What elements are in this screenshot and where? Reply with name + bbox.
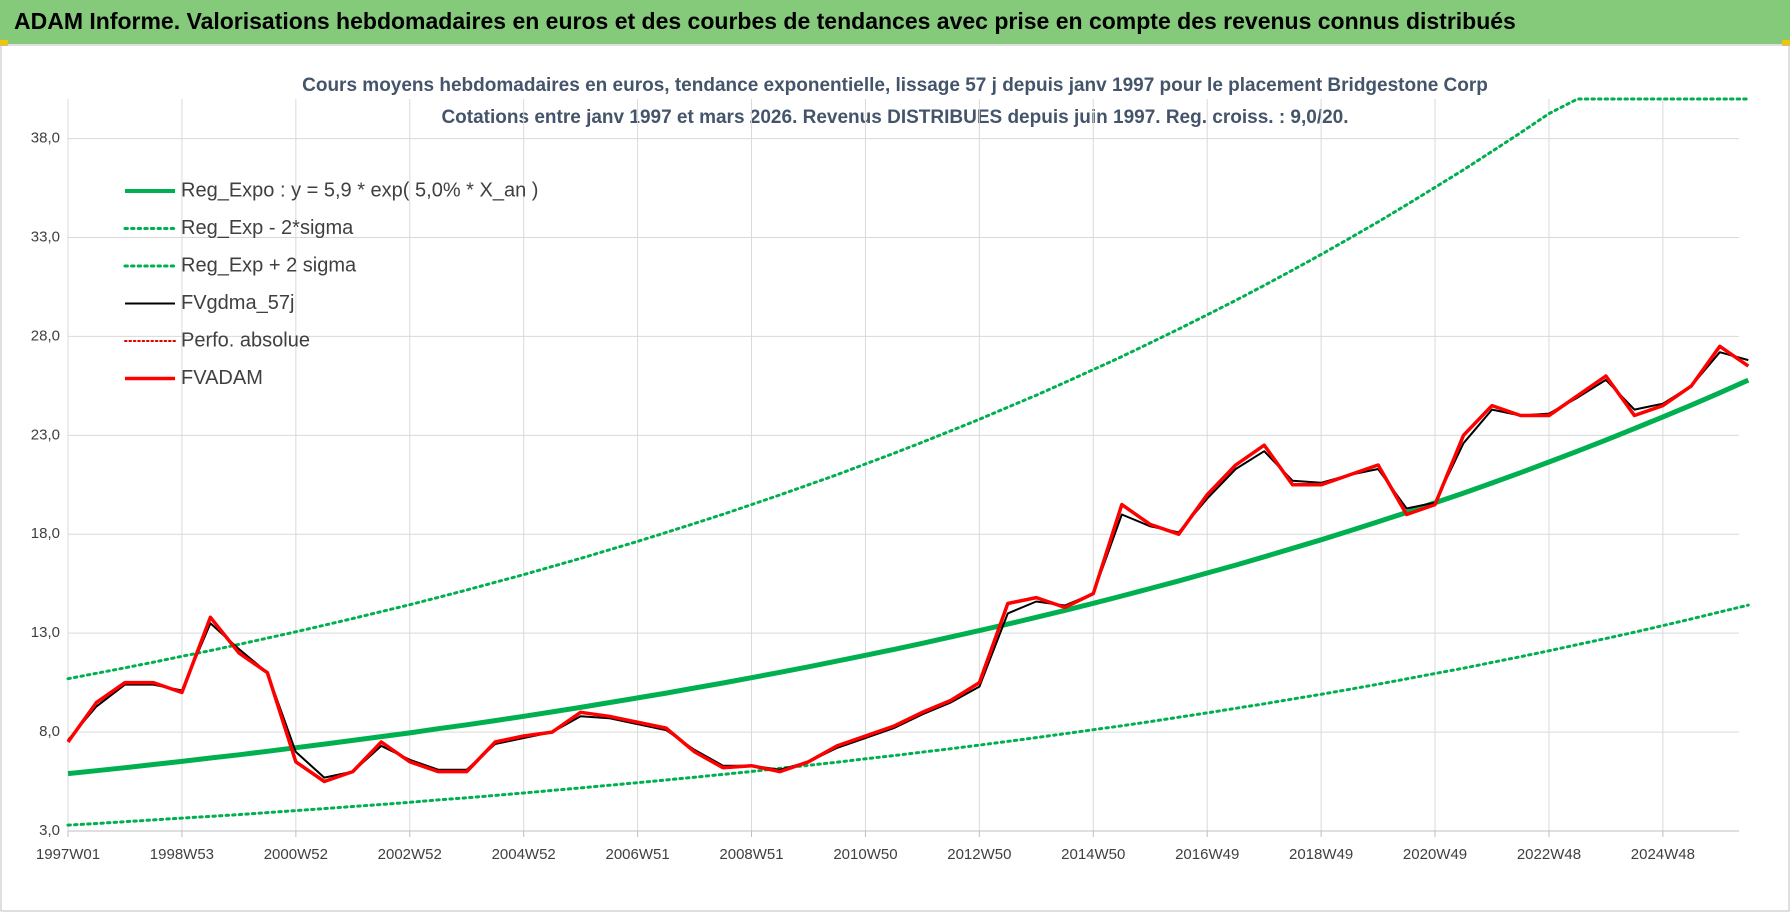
y-tick-label: 38,0: [31, 130, 60, 147]
x-tick-label: 2000W52: [264, 846, 328, 863]
x-tick-label: 2004W52: [492, 846, 556, 863]
x-tick-label: 2006W51: [605, 846, 669, 863]
x-tick-label: 2002W52: [378, 846, 442, 863]
y-tick-label: 33,0: [31, 228, 60, 245]
header-bar: [0, 0, 1790, 44]
chart-frame: [0, 44, 1790, 912]
x-tick-label: 2018W49: [1289, 846, 1353, 863]
legend-label: FVADAM: [181, 367, 263, 389]
y-tick-label: 8,0: [39, 723, 60, 740]
series-line: [67, 351, 1749, 779]
x-tick-label: 2020W49: [1403, 846, 1467, 863]
y-tick-label: 23,0: [31, 426, 60, 443]
x-tick-label: 1998W53: [150, 846, 214, 863]
series-line: [66, 97, 1750, 681]
legend-label: Reg_Exp + 2 sigma: [181, 254, 357, 276]
x-tick-label: 2014W50: [1061, 846, 1125, 863]
x-tick-label: 2008W51: [719, 846, 783, 863]
chart-title: Cours moyens hebdomadaires en euros, ten…: [302, 75, 1488, 96]
legend-label: Perfo. absolue: [181, 329, 310, 351]
y-tick-label: 3,0: [39, 822, 60, 839]
legend-label: Reg_Exp - 2*sigma: [181, 217, 354, 239]
y-tick-label: 18,0: [31, 525, 60, 542]
page-title: ADAM Informe. Valorisations hebdomadaire…: [14, 8, 1516, 34]
series-line: [67, 377, 1750, 777]
x-tick-label: 2016W49: [1175, 846, 1239, 863]
y-tick-label: 13,0: [31, 624, 60, 641]
legend-label: Reg_Expo : y = 5,9 * exp( 5,0% * X_an ): [181, 179, 538, 201]
x-tick-label: 2024W48: [1631, 846, 1695, 863]
x-tick-label: 2022W48: [1517, 846, 1581, 863]
series-line: [66, 603, 1750, 827]
corner-mark: [0, 40, 8, 46]
x-tick-label: 2010W50: [833, 846, 897, 863]
y-tick-label: 28,0: [31, 327, 60, 344]
x-tick-label: 1997W01: [36, 846, 100, 863]
chart-subtitle: Cotations entre janv 1997 et mars 2026. …: [441, 107, 1348, 128]
x-tick-label: 2012W50: [947, 846, 1011, 863]
corner-mark: [1782, 40, 1790, 46]
series-line: [66, 344, 1750, 784]
legend-label: FVgdma_57j: [181, 292, 294, 314]
